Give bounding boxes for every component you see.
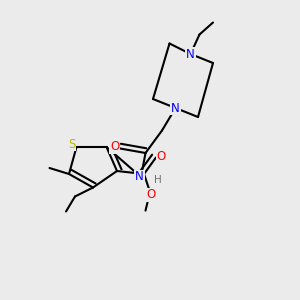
Text: N: N: [186, 47, 195, 61]
Text: N: N: [171, 101, 180, 115]
Text: H: H: [154, 175, 161, 185]
Text: S: S: [68, 137, 75, 151]
Text: N: N: [135, 170, 144, 184]
Text: O: O: [146, 188, 155, 202]
Text: O: O: [157, 149, 166, 163]
Text: O: O: [110, 140, 119, 154]
